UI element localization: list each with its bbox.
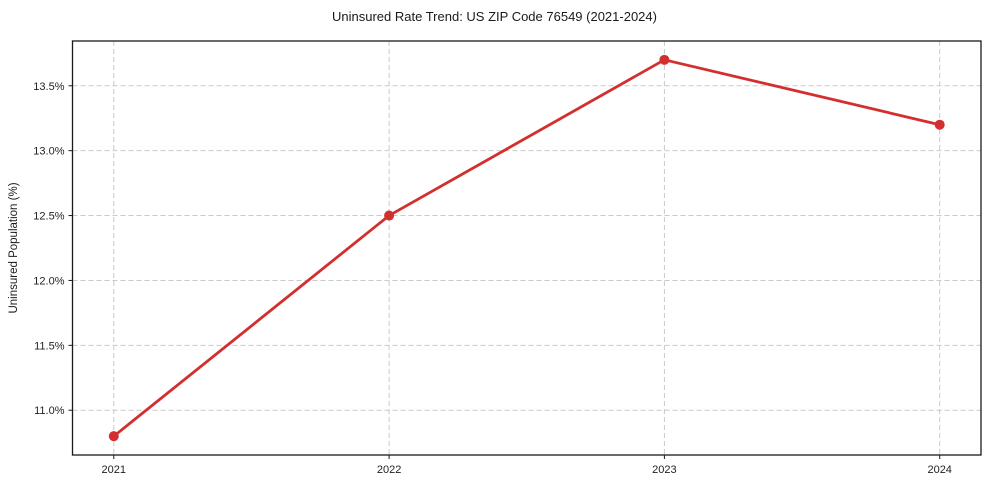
plot-border: [71, 40, 982, 456]
x-tick-label: 2022: [377, 464, 401, 476]
data-point-2023: [659, 54, 670, 65]
x-tick-label: 2021: [102, 464, 126, 476]
y-tick-label: 11.5%: [34, 340, 65, 352]
y-tick-label: 12.0%: [33, 275, 64, 287]
x-tick-label: 2023: [652, 464, 676, 476]
y-tick-label: 13.5%: [33, 81, 64, 93]
x-tick-label: 2024: [927, 464, 951, 476]
y-tick-label: 11.0%: [34, 405, 65, 417]
trend-line: [112, 58, 942, 438]
y-tick-label: 13.0%: [33, 146, 64, 158]
chart-title: Uninsured Rate Trend: US ZIP Code 76549 …: [332, 9, 657, 24]
data-point-2024: [934, 119, 945, 130]
y-axis-label: Uninsured Population (%): [8, 182, 20, 314]
y-tick-label: 12.5%: [33, 211, 64, 223]
data-point-2022: [384, 210, 395, 221]
data-point-2021: [108, 431, 119, 442]
